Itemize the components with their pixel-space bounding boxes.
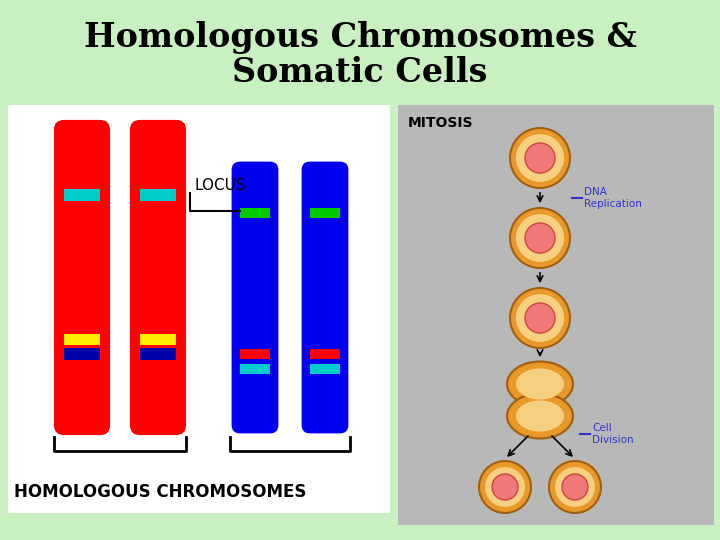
Bar: [240, 348, 270, 359]
Ellipse shape: [516, 294, 564, 342]
Ellipse shape: [525, 143, 555, 173]
Ellipse shape: [510, 208, 570, 268]
Bar: [140, 348, 176, 360]
Bar: [140, 189, 176, 201]
Bar: [64, 348, 100, 360]
Ellipse shape: [516, 368, 564, 400]
Bar: [310, 364, 340, 374]
Bar: [240, 364, 270, 374]
Ellipse shape: [525, 223, 555, 253]
Ellipse shape: [555, 467, 595, 507]
Bar: [398, 105, 714, 525]
Ellipse shape: [485, 467, 525, 507]
Text: MITOSIS: MITOSIS: [408, 116, 474, 130]
Bar: [64, 189, 100, 201]
Ellipse shape: [492, 474, 518, 500]
Ellipse shape: [510, 128, 570, 188]
Ellipse shape: [516, 134, 564, 182]
FancyBboxPatch shape: [54, 120, 110, 435]
Text: LOCUS: LOCUS: [195, 178, 247, 192]
Text: Cell
Division: Cell Division: [592, 423, 634, 445]
Ellipse shape: [549, 461, 601, 513]
Bar: [140, 334, 176, 346]
Ellipse shape: [525, 303, 555, 333]
Bar: [310, 208, 340, 219]
Bar: [240, 208, 270, 219]
Ellipse shape: [516, 214, 564, 262]
Ellipse shape: [562, 474, 588, 500]
Ellipse shape: [516, 400, 564, 431]
Text: DNA
Replication: DNA Replication: [584, 187, 642, 209]
FancyBboxPatch shape: [130, 120, 186, 435]
FancyBboxPatch shape: [232, 161, 279, 434]
Bar: [310, 348, 340, 359]
Bar: [8, 105, 390, 513]
Ellipse shape: [507, 361, 573, 407]
Text: Somatic Cells: Somatic Cells: [233, 56, 487, 89]
Ellipse shape: [479, 461, 531, 513]
Text: HOMOLOGOUS CHROMOSOMES: HOMOLOGOUS CHROMOSOMES: [14, 483, 307, 501]
Ellipse shape: [510, 288, 570, 348]
Ellipse shape: [507, 394, 573, 438]
Bar: [64, 334, 100, 346]
FancyBboxPatch shape: [302, 161, 348, 434]
Text: Homologous Chromosomes &: Homologous Chromosomes &: [84, 22, 636, 55]
